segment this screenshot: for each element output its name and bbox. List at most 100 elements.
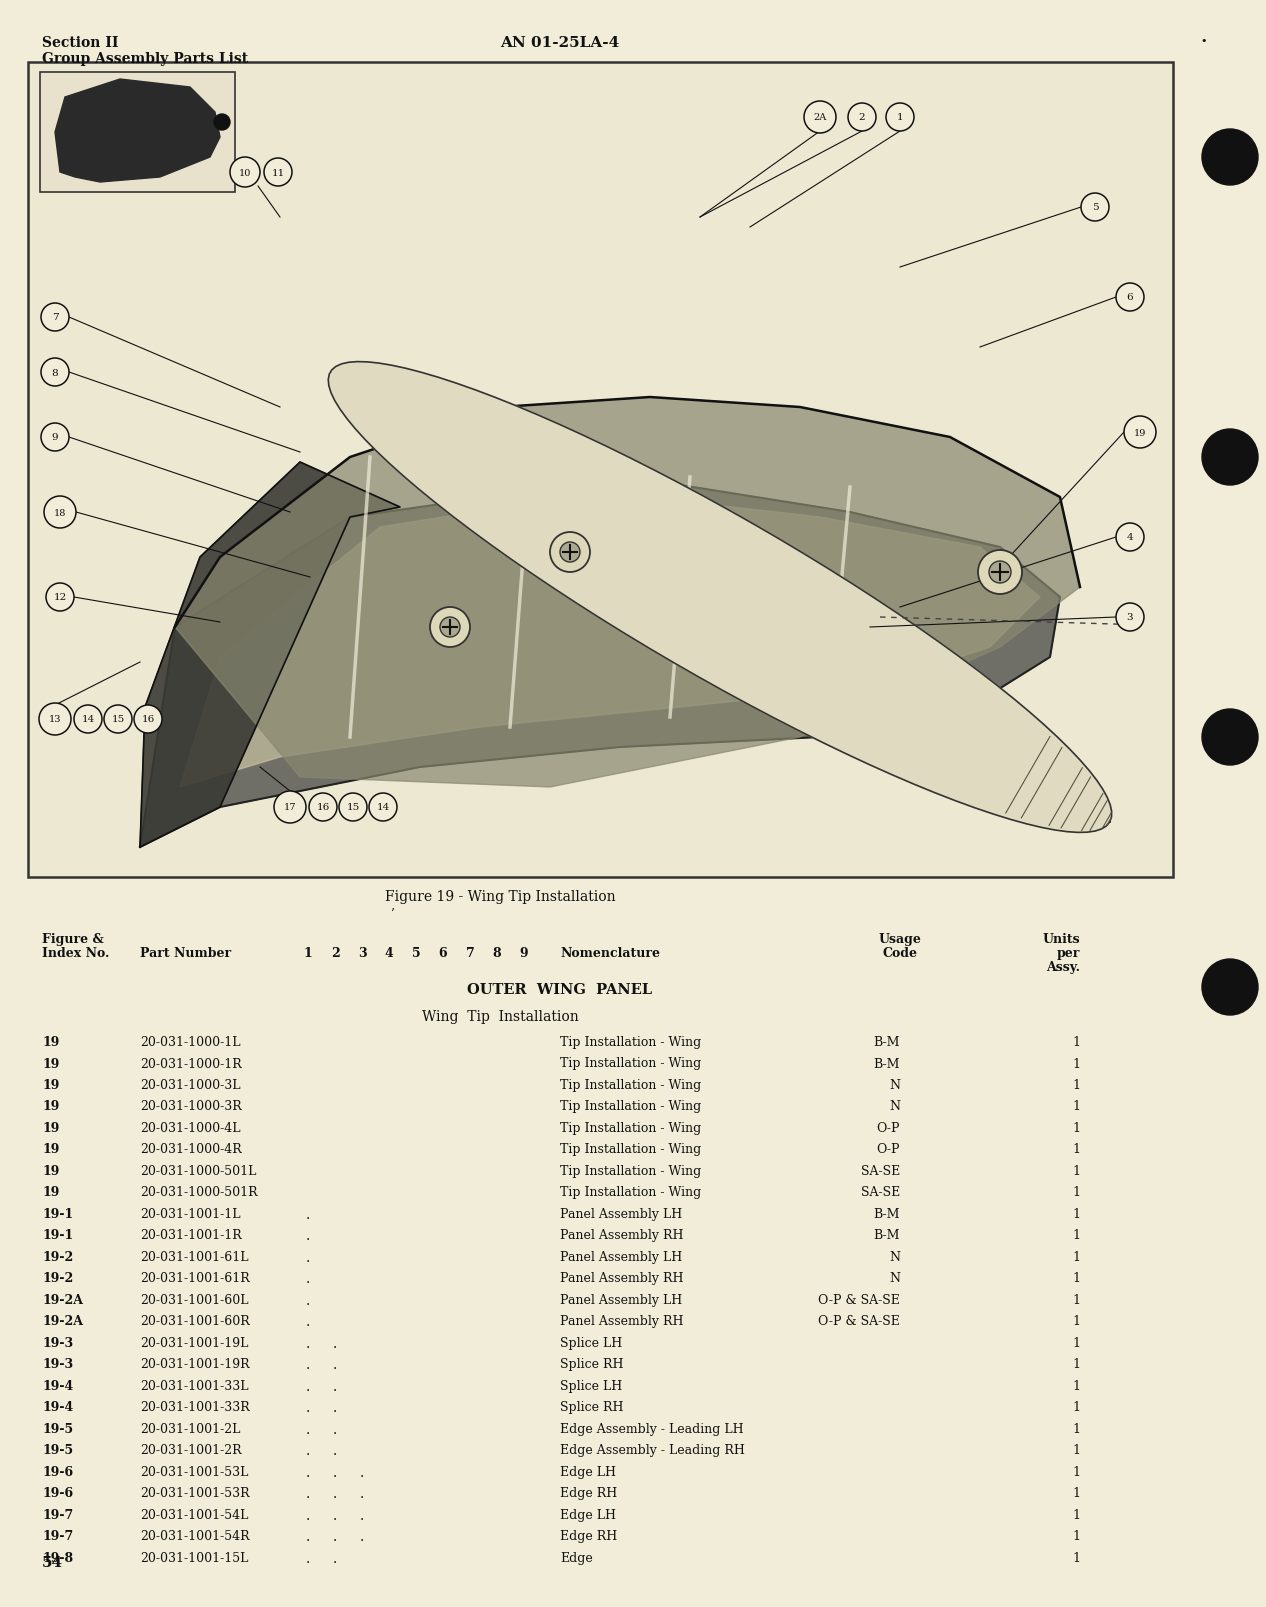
Text: .: .	[306, 1422, 310, 1437]
Text: 2: 2	[330, 947, 339, 959]
Text: 1: 1	[1072, 1422, 1080, 1435]
Polygon shape	[141, 477, 1060, 847]
Text: AN 01-25LA-4: AN 01-25LA-4	[500, 35, 619, 50]
Circle shape	[430, 607, 470, 648]
Text: 1: 1	[1072, 1057, 1080, 1070]
Text: 19-1: 19-1	[42, 1207, 73, 1220]
Circle shape	[979, 551, 1022, 595]
Text: 10: 10	[239, 169, 251, 177]
Circle shape	[1117, 604, 1144, 632]
Text: N: N	[889, 1078, 900, 1091]
Text: Panel Assembly LH: Panel Assembly LH	[560, 1294, 682, 1306]
Circle shape	[886, 104, 914, 132]
Circle shape	[549, 532, 590, 572]
Circle shape	[1201, 959, 1258, 1016]
Text: Edge Assembly - Leading LH: Edge Assembly - Leading LH	[560, 1422, 743, 1435]
Text: 20-031-1001-1R: 20-031-1001-1R	[141, 1229, 242, 1242]
Circle shape	[214, 116, 230, 130]
Text: .: .	[306, 1294, 310, 1306]
Text: 20-031-1001-54R: 20-031-1001-54R	[141, 1530, 249, 1543]
Text: .: .	[306, 1507, 310, 1522]
Text: per: per	[1057, 947, 1080, 959]
Text: Tip Installation - Wing: Tip Installation - Wing	[560, 1165, 701, 1178]
Text: 16: 16	[316, 804, 329, 812]
Text: 1: 1	[1072, 1271, 1080, 1284]
Circle shape	[1081, 194, 1109, 222]
Text: Index No.: Index No.	[42, 947, 109, 959]
Circle shape	[41, 424, 70, 452]
Bar	[28, 63, 1174, 877]
Text: Usage: Usage	[879, 932, 922, 945]
Circle shape	[1117, 284, 1144, 312]
Text: 1: 1	[1072, 1035, 1080, 1048]
Text: 19: 19	[42, 1122, 60, 1135]
Text: 1: 1	[1072, 1358, 1080, 1371]
Text: O-P: O-P	[876, 1122, 900, 1135]
Text: 54: 54	[42, 1556, 63, 1568]
Text: 19-6: 19-6	[42, 1486, 73, 1499]
Polygon shape	[54, 80, 220, 183]
Text: 19-2: 19-2	[42, 1271, 73, 1284]
Circle shape	[309, 794, 337, 821]
Text: Splice RH: Splice RH	[560, 1358, 623, 1371]
Text: 20-031-1000-1R: 20-031-1000-1R	[141, 1057, 242, 1070]
Text: Nomenclature: Nomenclature	[560, 947, 660, 959]
Text: Splice LH: Splice LH	[560, 1335, 623, 1350]
Text: 20-031-1001-61L: 20-031-1001-61L	[141, 1250, 248, 1263]
Text: 20-031-1000-501L: 20-031-1000-501L	[141, 1165, 257, 1178]
Circle shape	[1117, 524, 1144, 551]
Text: 16: 16	[142, 715, 154, 725]
Text: 19-4: 19-4	[42, 1379, 73, 1392]
Text: .: .	[306, 1358, 310, 1372]
Text: 13: 13	[49, 715, 61, 725]
Text: 12: 12	[53, 593, 67, 603]
Text: .: .	[333, 1335, 337, 1350]
Text: Tip Installation - Wing: Tip Installation - Wing	[560, 1057, 701, 1070]
Circle shape	[104, 705, 132, 733]
Text: 20-031-1001-19L: 20-031-1001-19L	[141, 1335, 248, 1350]
Text: 20-031-1000-4R: 20-031-1000-4R	[141, 1143, 242, 1155]
Text: 1: 1	[1072, 1315, 1080, 1327]
Circle shape	[804, 101, 836, 133]
Text: 11: 11	[271, 169, 285, 177]
Text: 6: 6	[1127, 294, 1133, 302]
Text: .: .	[333, 1507, 337, 1522]
Text: .: .	[360, 1507, 365, 1522]
Circle shape	[134, 705, 162, 733]
Text: N: N	[889, 1099, 900, 1112]
Text: 4: 4	[385, 947, 394, 959]
Text: .: .	[306, 1530, 310, 1544]
Text: 6: 6	[439, 947, 447, 959]
Text: 20-031-1000-1L: 20-031-1000-1L	[141, 1035, 241, 1048]
Text: 15: 15	[347, 804, 360, 812]
Text: B-M: B-M	[874, 1229, 900, 1242]
Text: 20-031-1001-54L: 20-031-1001-54L	[141, 1507, 248, 1522]
Text: 19: 19	[42, 1078, 60, 1091]
Text: .: .	[306, 1551, 310, 1565]
Text: Edge RH: Edge RH	[560, 1486, 618, 1499]
Text: 20-031-1001-60R: 20-031-1001-60R	[141, 1315, 249, 1327]
Text: 1: 1	[304, 947, 313, 959]
Text: Edge LH: Edge LH	[560, 1466, 617, 1478]
Circle shape	[39, 704, 71, 736]
Text: 19: 19	[42, 1186, 60, 1199]
Text: Figure &: Figure &	[42, 932, 104, 945]
Text: .: .	[360, 1530, 365, 1544]
Text: O-P & SA-SE: O-P & SA-SE	[818, 1294, 900, 1306]
Polygon shape	[328, 362, 1112, 832]
Text: SA-SE: SA-SE	[861, 1186, 900, 1199]
Text: 18: 18	[54, 508, 66, 517]
Text: 1: 1	[1072, 1229, 1080, 1242]
Text: 1: 1	[1072, 1143, 1080, 1155]
Text: .: .	[333, 1358, 337, 1372]
Text: .: .	[306, 1271, 310, 1286]
Circle shape	[1201, 429, 1258, 485]
Text: .: .	[360, 1466, 365, 1478]
Text: B-M: B-M	[874, 1035, 900, 1048]
Text: .: .	[333, 1551, 337, 1565]
Text: 20-031-1001-15L: 20-031-1001-15L	[141, 1551, 248, 1564]
Text: 1: 1	[1072, 1207, 1080, 1220]
Text: N: N	[889, 1271, 900, 1284]
Text: 3: 3	[1127, 614, 1133, 622]
Text: Edge Assembly - Leading RH: Edge Assembly - Leading RH	[560, 1443, 744, 1456]
